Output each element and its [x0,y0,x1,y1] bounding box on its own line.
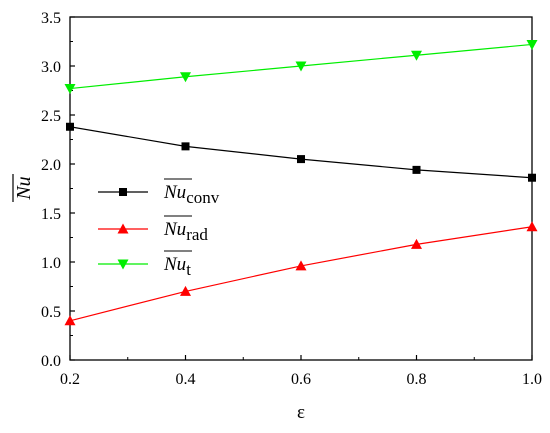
axes-layer: 0.2 0.4 0.6 0.8 1.0 0.0 0.5 1.0 1.5 2.0 2.5 3.0 3.5 [41,10,542,388]
legend-label-sub: conv [186,188,220,207]
series-conv [66,122,536,182]
data-point-t [411,50,422,61]
y-tick-label: 2.5 [41,108,61,125]
x-tick-label: 0.4 [176,371,196,388]
legend-marker [117,259,129,270]
legend-entry-rad: Nurad [98,215,208,244]
data-point-conv [66,122,74,131]
y-tick-label: 3.0 [41,59,61,76]
data-point-rad [526,221,538,232]
legend-label: Nurad [163,219,208,244]
series-t [64,39,538,95]
y-tick-label: 3.5 [41,10,61,27]
legend-label: Nuconv [163,182,220,207]
data-point-rad [295,260,307,271]
series-line-conv [69,126,533,179]
axis-titles: ε Nu [12,174,305,423]
legend-label-main: Nu [163,182,186,203]
x-tick-label: 0.8 [407,371,427,388]
series-line-rad [69,226,533,322]
data-point-rad [411,238,422,249]
legend-marker [119,188,127,196]
legend-label-sub: t [186,260,191,279]
y-tick-label: 0.0 [41,353,61,370]
y-axis-title: Nu [12,174,35,202]
data-point-t [64,84,76,95]
data-point-rad [64,315,76,326]
data-point-conv [528,173,536,182]
legend-entry-t: Nut [98,250,192,279]
y-tick-label: 1.0 [41,255,61,272]
legend-label-sub: rad [186,225,208,244]
y-axis-title-text: Nu [13,176,35,200]
x-tick-label: 0.6 [291,371,311,388]
legend-marker [117,223,129,234]
series-rad [64,221,538,326]
y-tick-label: 1.5 [41,206,61,223]
legend-label-main: Nu [163,219,186,240]
data-point-t [295,61,307,72]
y-tick-label: 2.0 [41,157,61,174]
legend-entry-conv: Nuconv [98,178,220,207]
x-tick-label: 1.0 [522,371,542,388]
data-point-t [526,39,538,50]
legend-label-main: Nu [163,254,186,275]
data-point-conv [297,155,305,164]
data-point-rad [180,285,191,296]
data-point-t [180,72,191,83]
y-tick-label: 0.5 [41,304,61,321]
data-point-conv [181,142,190,151]
data-point-conv [412,165,421,174]
legend-label: Nut [163,254,191,279]
x-axis-title: ε [297,402,305,423]
x-tick-label: 0.2 [60,371,80,388]
series-layer [64,39,538,326]
